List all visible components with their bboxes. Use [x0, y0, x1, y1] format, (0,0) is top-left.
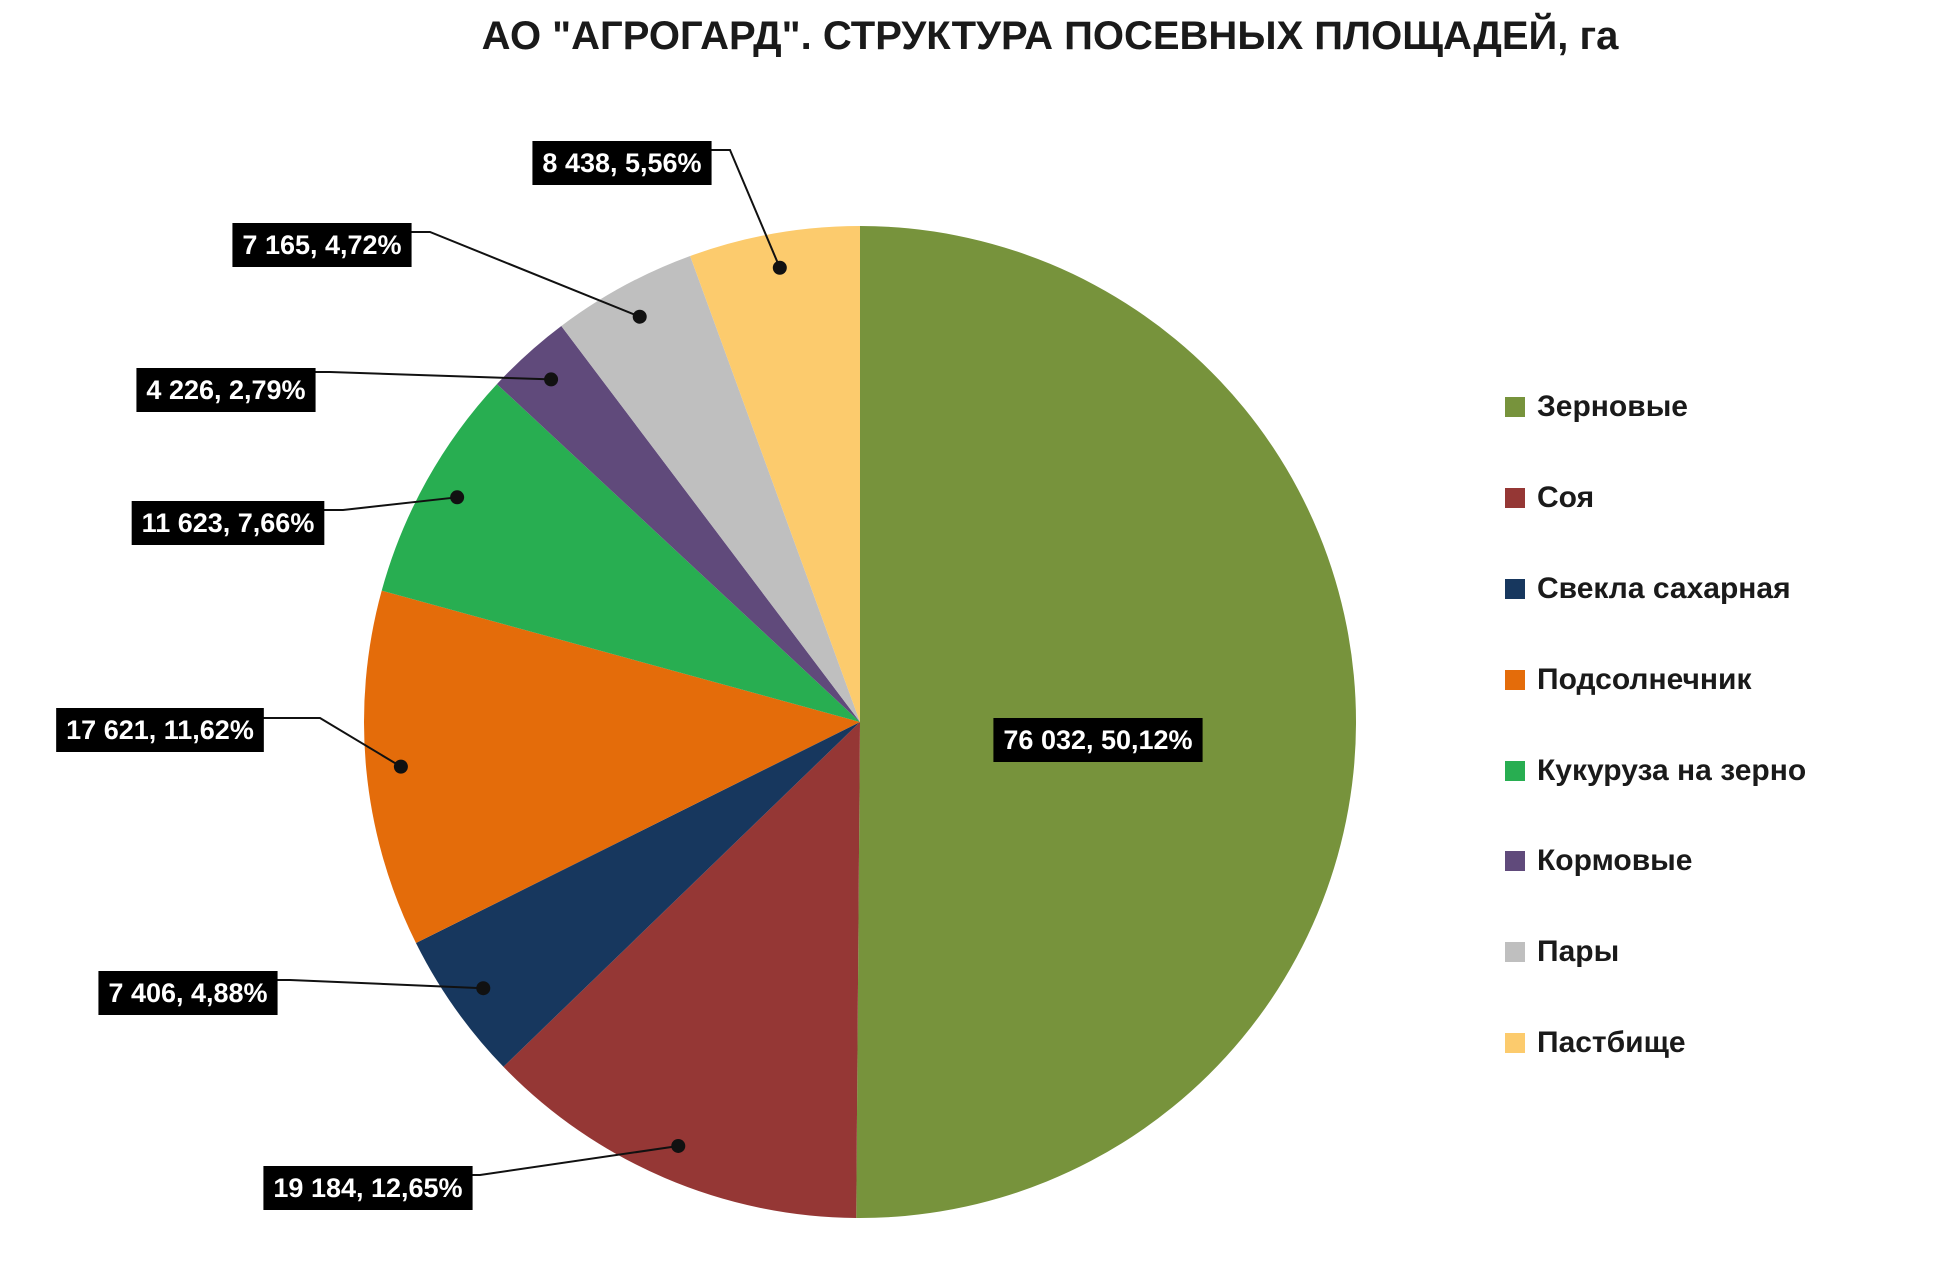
leader-lines — [160, 149, 787, 1176]
leader-dot — [632, 309, 647, 324]
data-label-text: 76 032, 50,12% — [1003, 725, 1192, 755]
leader-dot — [393, 759, 408, 774]
data-label-text: 7 406, 4,88% — [108, 978, 267, 1008]
legend-label: Свекла сахарная — [1537, 571, 1791, 605]
leader-dot — [671, 1138, 686, 1153]
data-label-3: 17 621, 11,62% — [56, 708, 264, 752]
data-label-box — [98, 971, 278, 1015]
legend-item: Свекла сахарная — [1505, 544, 1806, 635]
legend-item: Кукуруза на зерно — [1505, 725, 1806, 816]
legend-item: Зерновые — [1505, 362, 1806, 453]
data-label-box — [131, 501, 325, 545]
legend-item: Пары — [1505, 907, 1806, 998]
data-label-box — [56, 708, 264, 752]
pie-slice-3 — [364, 590, 860, 943]
data-label-5: 4 226, 2,79% — [136, 368, 316, 412]
legend-item: Пастбище — [1505, 998, 1806, 1089]
legend-swatch-2 — [1505, 578, 1525, 599]
chart-title: АО "АГРОГАРД". СТРУКТУРА ПОСЕВНЫХ ПЛОЩАД… — [481, 14, 1619, 58]
data-label-1: 19 184, 12,65% — [263, 1166, 473, 1210]
legend-label: Пастбище — [1537, 1025, 1686, 1059]
data-label-0: 76 032, 50,12% — [993, 718, 1203, 762]
legend-label: Пары — [1537, 935, 1620, 969]
data-label-text: 8 438, 5,56% — [542, 148, 701, 178]
legend-label: Кормовые — [1537, 844, 1693, 878]
legend-swatch-1 — [1505, 488, 1525, 509]
legend-swatch-3 — [1505, 669, 1525, 690]
data-label-text: 17 621, 11,62% — [66, 715, 254, 745]
data-label-2: 7 406, 4,88% — [98, 971, 278, 1015]
data-label-7: 8 438, 5,56% — [532, 141, 712, 185]
data-label-box — [136, 368, 316, 412]
data-label-box — [263, 1166, 473, 1210]
legend-item: Подсолнечник — [1505, 634, 1806, 725]
data-label-4: 11 623, 7,66% — [131, 501, 325, 545]
legend-swatch-4 — [1505, 760, 1525, 781]
legend-label: Подсолнечник — [1537, 662, 1752, 696]
data-label-box — [993, 718, 1203, 762]
pie-slice-4 — [381, 384, 860, 722]
leader-dot — [450, 490, 465, 505]
data-label-text: 19 184, 12,65% — [273, 1173, 462, 1203]
data-label-box — [232, 223, 412, 267]
pie-slices — [364, 226, 1357, 1219]
pie-slice-5 — [496, 326, 860, 722]
legend-item: Кормовые — [1505, 816, 1806, 907]
pie-slice-7 — [690, 226, 860, 722]
data-label-6: 7 165, 4,72% — [232, 223, 412, 267]
legend-label: Кукуруза на зерно — [1537, 753, 1807, 787]
leader-dot — [476, 981, 491, 996]
leader-dot — [772, 260, 787, 275]
data-label-text: 7 165, 4,72% — [242, 230, 401, 260]
leader-dot — [544, 372, 559, 387]
data-label-text: 4 226, 2,79% — [146, 375, 305, 405]
legend-swatch-0 — [1505, 397, 1525, 418]
data-labels: 76 032, 50,12% 19 184, 12,65% 7 406, 4,88%… — [56, 141, 1203, 1210]
data-label-text: 11 623, 7,66% — [142, 508, 315, 538]
legend: Зерновые Соя Свекла сахарная Подсолнечни… — [1505, 362, 1806, 1088]
pie-slice-2 — [415, 722, 860, 1067]
legend-swatch-5 — [1505, 851, 1525, 872]
pie-slice-6 — [561, 255, 860, 723]
data-label-box — [532, 141, 712, 185]
pie-slice-1 — [503, 722, 860, 1218]
legend-swatch-7 — [1505, 1032, 1525, 1053]
legend-swatch-6 — [1505, 942, 1525, 963]
legend-item: Соя — [1505, 453, 1806, 544]
legend-label: Соя — [1537, 481, 1595, 515]
legend-label: Зерновые — [1537, 390, 1688, 424]
